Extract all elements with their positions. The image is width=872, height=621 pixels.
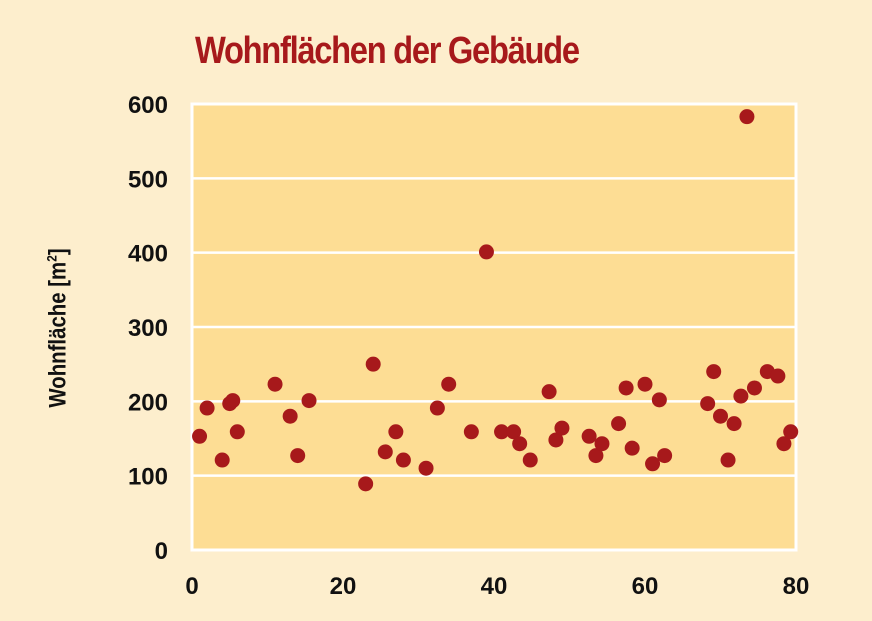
data-point bbox=[720, 452, 736, 468]
grid-lines bbox=[192, 177, 796, 477]
data-point bbox=[267, 376, 283, 392]
y-tick-label: 400 bbox=[128, 241, 168, 268]
data-point bbox=[388, 424, 404, 440]
data-point bbox=[541, 384, 557, 400]
data-point bbox=[192, 428, 208, 444]
chart-title: Wohnflächen der Gebäude bbox=[195, 30, 580, 72]
data-point bbox=[554, 420, 570, 436]
data-point bbox=[282, 408, 298, 424]
y-tick-label: 0 bbox=[155, 538, 168, 565]
data-point bbox=[618, 380, 634, 396]
data-point bbox=[301, 393, 317, 409]
data-point bbox=[746, 380, 762, 396]
y-tick-label: 200 bbox=[128, 389, 168, 416]
data-point bbox=[377, 444, 393, 460]
data-point bbox=[611, 416, 627, 432]
data-point bbox=[199, 400, 215, 416]
data-point bbox=[770, 368, 786, 384]
x-tick-label: 60 bbox=[632, 573, 659, 600]
data-point bbox=[463, 424, 479, 440]
data-point bbox=[733, 388, 749, 404]
data-point bbox=[726, 416, 742, 432]
data-point bbox=[522, 452, 538, 468]
data-point bbox=[506, 424, 522, 440]
data-point bbox=[441, 376, 457, 392]
data-point bbox=[214, 452, 230, 468]
data-point bbox=[651, 392, 667, 408]
data-point bbox=[594, 436, 610, 452]
data-point bbox=[225, 393, 241, 409]
data-point bbox=[418, 460, 434, 476]
data-point bbox=[645, 456, 661, 472]
y-tick-label: 100 bbox=[128, 464, 168, 491]
data-point bbox=[478, 244, 494, 260]
x-tick-label: 40 bbox=[481, 573, 508, 600]
data-point bbox=[290, 448, 306, 464]
x-axis-ticks: 0 20 40 60 80 bbox=[185, 573, 809, 600]
data-point bbox=[512, 436, 528, 452]
data-point bbox=[776, 436, 792, 452]
x-tick-label: 0 bbox=[185, 573, 198, 600]
data-point bbox=[581, 428, 597, 444]
data-point bbox=[588, 448, 604, 464]
data-point bbox=[229, 424, 245, 440]
data-point bbox=[365, 356, 381, 372]
data-point bbox=[706, 364, 722, 380]
data-point bbox=[637, 376, 653, 392]
data-point bbox=[395, 452, 411, 468]
data-point bbox=[548, 432, 564, 448]
data-point bbox=[657, 448, 673, 464]
x-tick-label: 80 bbox=[783, 573, 810, 600]
y-tick-label: 600 bbox=[128, 92, 168, 119]
y-axis-ticks: 0 100 200 300 400 500 600 bbox=[128, 92, 168, 565]
y-tick-label: 500 bbox=[128, 166, 168, 193]
data-point bbox=[739, 109, 755, 125]
data-point bbox=[783, 424, 799, 440]
x-tick-label: 20 bbox=[330, 573, 357, 600]
data-point bbox=[358, 476, 374, 492]
data-point bbox=[429, 400, 445, 416]
data-point bbox=[494, 424, 510, 440]
data-points bbox=[192, 109, 799, 492]
data-point bbox=[624, 440, 640, 456]
y-tick-label: 300 bbox=[128, 315, 168, 342]
data-point bbox=[700, 396, 716, 412]
data-point bbox=[713, 408, 728, 424]
